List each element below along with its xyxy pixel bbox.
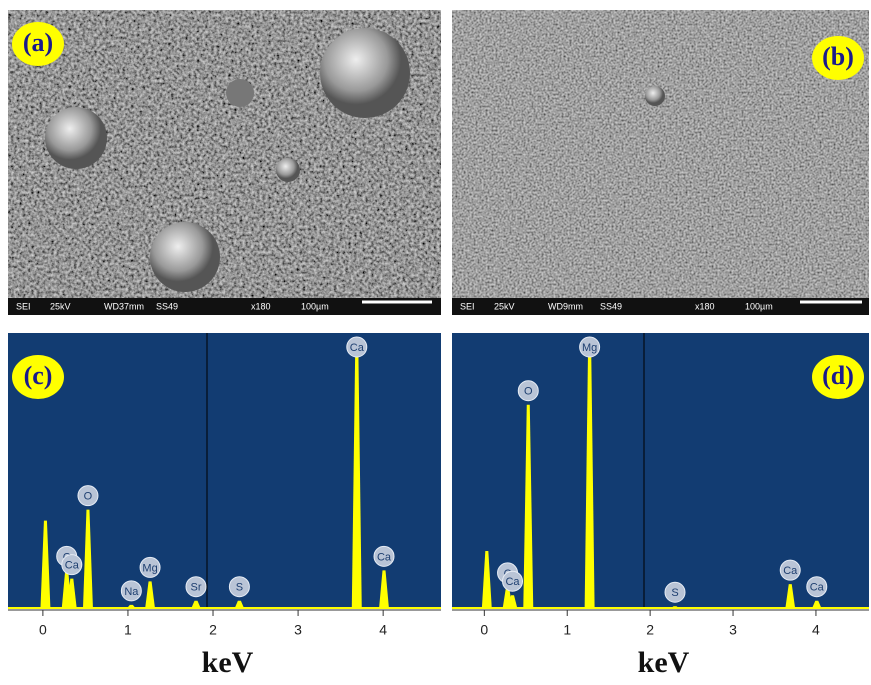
peak-label: Na: [124, 586, 139, 598]
baseline: [452, 607, 869, 609]
peak: [40, 520, 51, 609]
panel-label: (c): [24, 361, 53, 390]
x-tick-label: 0: [39, 622, 47, 638]
peak-label: Sr: [191, 582, 202, 594]
peak-badge: [502, 570, 524, 592]
scale-info: 100µm: [745, 301, 773, 311]
scale-info: SS49: [600, 301, 622, 311]
peak-label: O: [84, 491, 93, 503]
panel-label: (b): [822, 42, 854, 71]
peak: [82, 509, 93, 609]
peak: [379, 570, 390, 609]
scale-info: 25kV: [494, 301, 515, 311]
peak-badge: [346, 336, 368, 358]
peak-label: Ca: [810, 582, 825, 594]
plot-area: [452, 333, 869, 609]
peak: [126, 604, 137, 609]
peak-badge: [579, 336, 601, 358]
peak-label: Mg: [142, 562, 157, 574]
peak: [66, 578, 77, 609]
scale-info: 25kV: [50, 301, 71, 311]
x-tick-label: 2: [646, 622, 654, 638]
peak: [351, 344, 362, 609]
x-tick-label: 1: [124, 622, 132, 638]
peak: [191, 600, 202, 609]
panel-label: (d): [822, 361, 854, 390]
peak-label: Ca: [65, 560, 80, 572]
peak: [584, 344, 595, 609]
baseline: [8, 607, 441, 609]
peak-label: S: [671, 587, 678, 599]
label-badge: [812, 36, 864, 80]
peak-badge: [228, 576, 250, 598]
x-axis-title: keV: [202, 646, 254, 679]
peak-label: Mg: [582, 342, 597, 354]
x-tick-label: 4: [379, 622, 387, 638]
x-tick-label: 3: [294, 622, 302, 638]
scale-info: WD37mm: [104, 301, 144, 311]
x-tick-label: 3: [729, 622, 737, 638]
peak-label: Ca: [783, 565, 798, 577]
peak-badge: [806, 576, 828, 598]
scale-info: WD9mm: [548, 301, 583, 311]
peak-label: S: [236, 582, 243, 594]
peak-badge: [373, 545, 395, 567]
peak-badge: [664, 581, 686, 603]
x-tick-label: 0: [480, 622, 488, 638]
peak: [481, 551, 492, 609]
peak-badge: [185, 576, 207, 598]
peak: [811, 600, 822, 609]
peak-badge: [779, 559, 801, 581]
peak: [785, 584, 796, 609]
peak: [523, 404, 534, 609]
sem-image-a: [8, 10, 441, 315]
scale-info: SEI: [460, 301, 475, 311]
x-tick-label: 4: [812, 622, 820, 638]
scale-info: SEI: [16, 301, 31, 311]
peak-label: Ca: [350, 342, 365, 354]
scale-info: x180: [251, 301, 271, 311]
peak-badge: [61, 554, 83, 576]
panel-label: (a): [23, 28, 53, 57]
peak-badge: [77, 485, 99, 507]
peak-label: Ca: [377, 551, 392, 563]
scale-info: 100µm: [301, 301, 329, 311]
x-tick-label: 1: [563, 622, 571, 638]
label-badge: [812, 355, 864, 399]
peak-badge: [517, 380, 539, 402]
peak-label: O: [524, 386, 533, 398]
peak: [234, 600, 245, 609]
peak: [145, 581, 156, 609]
scale-info: x180: [695, 301, 715, 311]
label-badge: [12, 355, 64, 399]
sem-image-b: [452, 10, 869, 315]
x-axis-title: keV: [638, 646, 690, 679]
x-tick-label: 2: [209, 622, 217, 638]
peak-badge: [120, 580, 142, 602]
peak-label: Ca: [505, 576, 520, 588]
peak: [670, 606, 681, 609]
peak-badge: [139, 556, 161, 578]
scale-info: SS49: [156, 301, 178, 311]
label-badge: [12, 22, 64, 66]
peak: [507, 595, 518, 609]
